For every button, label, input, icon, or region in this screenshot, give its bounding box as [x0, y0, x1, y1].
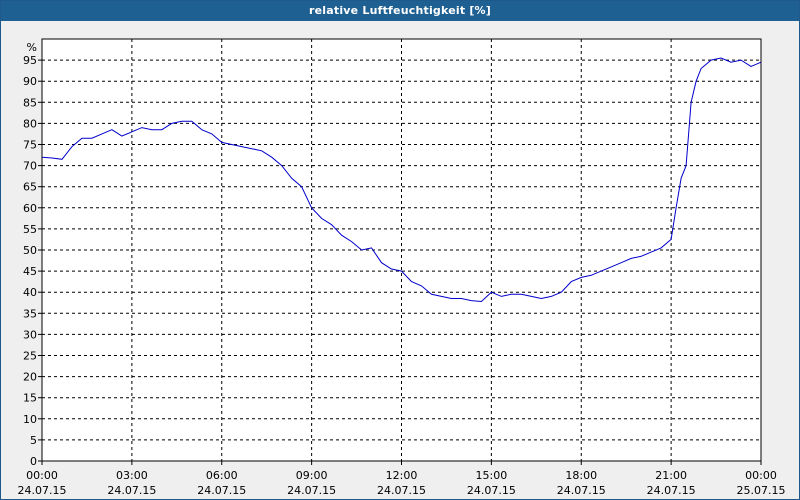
x-tick-date-label: 24.07.15 — [197, 484, 246, 497]
x-tick-time-label: 03:00 — [116, 469, 148, 482]
y-axis-ticks: 0 5 10 15 20 25 30 35 40 45 50 55 60 65 70 75 80 85 90 95 — [23, 54, 42, 468]
y-tick-label: 10 — [23, 413, 37, 426]
x-tick-date-label: 24.07.15 — [377, 484, 426, 497]
x-tick-time-label: 09:00 — [296, 469, 328, 482]
y-tick-label: 55 — [23, 223, 37, 236]
y-tick-label: 45 — [23, 265, 37, 278]
y-tick-label: 60 — [23, 202, 37, 215]
x-tick-date-label: 24.07.15 — [557, 484, 606, 497]
y-tick-label: 90 — [23, 75, 37, 88]
x-tick-date-label: 24.07.15 — [107, 484, 156, 497]
y-tick-label: 5 — [30, 434, 37, 447]
y-tick-label: 40 — [23, 286, 37, 299]
y-tick-label: 15 — [23, 392, 37, 405]
y-tick-label: 35 — [23, 307, 37, 320]
x-axis-ticks: 00:00 24.07.15 03:00 24.07.15 06:00 24.07.15 0… — [18, 461, 786, 497]
x-tick-date-label: 24.07.15 — [467, 484, 516, 497]
y-tick-label: 75 — [23, 139, 37, 152]
y-tick-label: 20 — [23, 371, 37, 384]
y-tick-label: 80 — [23, 117, 37, 130]
chart-title: relative Luftfeuchtigkeit [%] — [1, 1, 799, 21]
x-tick-date-label: 24.07.15 — [18, 484, 67, 497]
y-tick-label: 65 — [23, 181, 37, 194]
y-axis-unit-label: % — [27, 41, 37, 54]
y-tick-label: 50 — [23, 244, 37, 257]
x-tick-date-label: 24.07.15 — [287, 484, 336, 497]
x-tick-time-label: 18:00 — [565, 469, 597, 482]
y-tick-label: 25 — [23, 350, 37, 363]
grid-lines — [42, 39, 761, 461]
y-tick-label: 0 — [30, 455, 37, 468]
y-tick-label: 95 — [23, 54, 37, 67]
x-tick-time-label: 12:00 — [386, 469, 418, 482]
y-tick-label: 85 — [23, 96, 37, 109]
series-line-humidity — [41, 57, 762, 303]
y-tick-label: 30 — [23, 328, 37, 341]
x-tick-date-label: 24.07.15 — [647, 484, 696, 497]
x-tick-time-label: 00:00 — [26, 469, 58, 482]
x-tick-time-label: 21:00 — [655, 469, 687, 482]
x-tick-time-label: 00:00 — [745, 469, 777, 482]
x-tick-time-label: 15:00 — [476, 469, 508, 482]
x-tick-time-label: 06:00 — [206, 469, 238, 482]
x-tick-date-label: 25.07.15 — [737, 484, 786, 497]
y-tick-label: 70 — [23, 160, 37, 173]
